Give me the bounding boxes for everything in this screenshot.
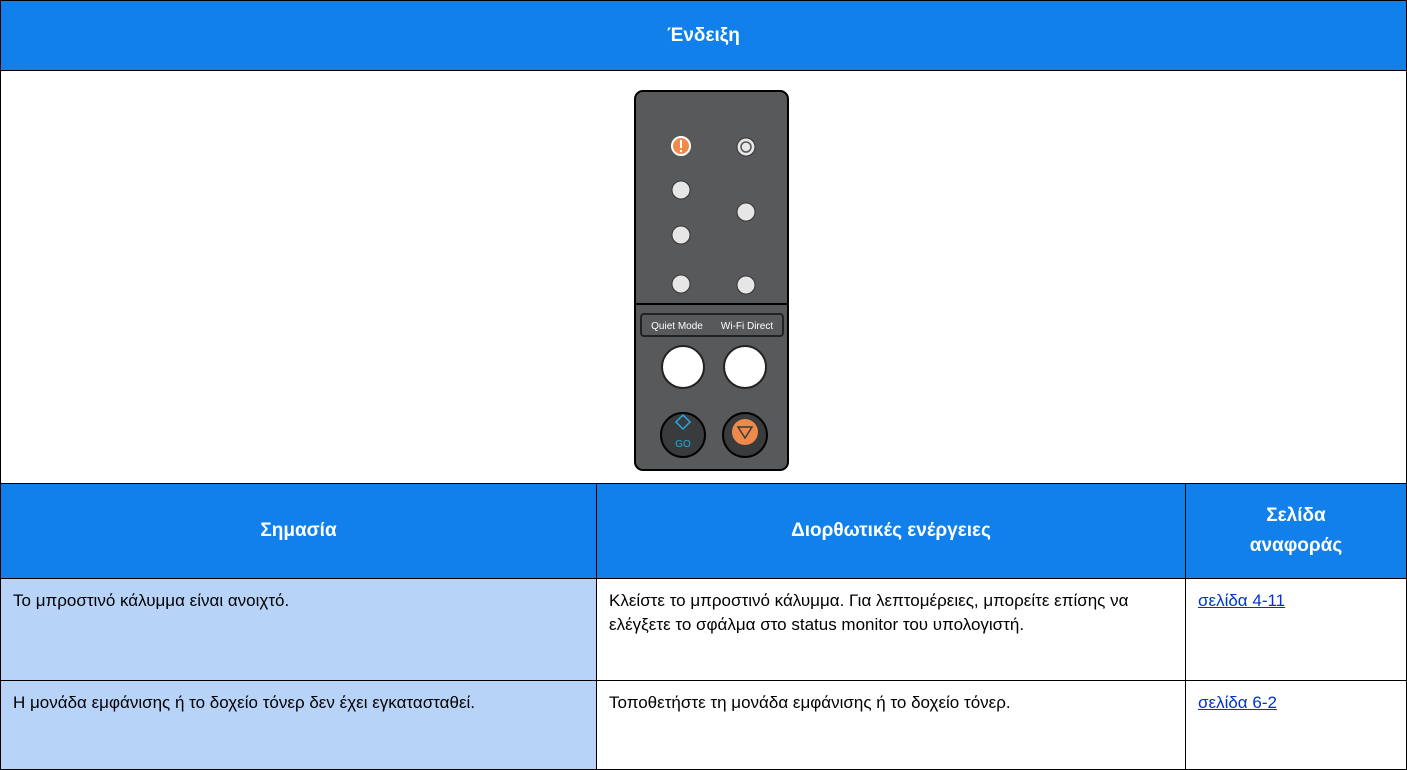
panel-label: Wi-Fi Direct bbox=[721, 321, 773, 332]
panel-image: Quiet Mode Wi-Fi Direct GO bbox=[634, 90, 789, 471]
cell: Τοποθετήστε τη μονάδα εμφάνισης ή το δοχ… bbox=[596, 680, 1186, 770]
column-title: Σελίδα αναφοράς bbox=[1249, 505, 1343, 556]
cell-text: Τοποθετήστε τη μονάδα εμφάνισης ή το δοχ… bbox=[609, 693, 1011, 712]
header-title: Ένδειξη bbox=[667, 24, 740, 46]
column-header: Διορθωτικές ενέργειες bbox=[596, 483, 1186, 579]
cell-text: Κλείστε το μπροστινό κάλυμμα. Για λεπτομ… bbox=[609, 591, 1129, 634]
page-link[interactable]: σελίδα 6-2 bbox=[1198, 693, 1277, 712]
cell: σελίδα 4-11 bbox=[1185, 578, 1407, 681]
go-label: GO bbox=[675, 439, 691, 450]
cell-text: Η μονάδα εμφάνισης ή το δοχείο τόνερ δεν… bbox=[13, 693, 476, 712]
cell: Κλείστε το μπροστινό κάλυμμα. Για λεπτομ… bbox=[596, 578, 1186, 681]
cell-text: Το μπροστινό κάλυμμα είναι ανοιχτό. bbox=[13, 591, 290, 610]
cell: Η μονάδα εμφάνισης ή το δοχείο τόνερ δεν… bbox=[0, 680, 597, 770]
column-header: Σελίδα αναφοράς bbox=[1185, 483, 1407, 579]
column-title: Σημασία bbox=[260, 520, 337, 541]
image-cell: Quiet Mode Wi-Fi Direct GO bbox=[0, 70, 1407, 484]
cell: σελίδα 6-2 bbox=[1185, 680, 1407, 770]
column-header: Σημασία bbox=[0, 483, 597, 579]
page-link[interactable]: σελίδα 4-11 bbox=[1198, 591, 1286, 610]
header: Ένδειξη bbox=[0, 0, 1407, 71]
column-title: Διορθωτικές ενέργειες bbox=[791, 520, 991, 541]
cell: Το μπροστινό κάλυμμα είναι ανοιχτό. bbox=[0, 578, 597, 681]
panel-label: Quiet Mode bbox=[651, 321, 703, 332]
